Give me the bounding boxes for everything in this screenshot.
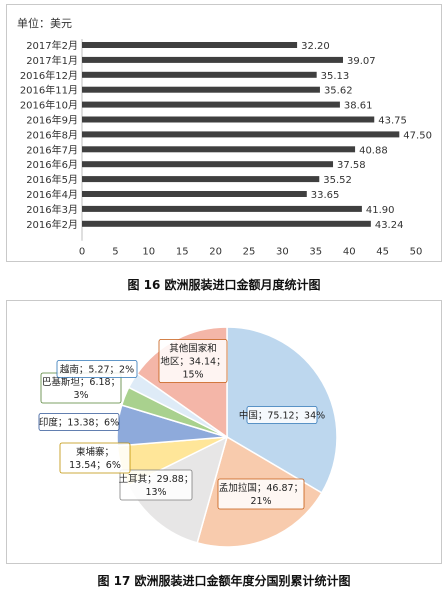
category-label: 2016年6月 [26, 158, 78, 171]
slice-label: 孟加拉国；46.87； 21% [217, 478, 305, 510]
unit-label: 单位：美元 [17, 16, 72, 30]
slice-label-text: 其他国家和地区；34.14； 15% [160, 343, 225, 381]
category-label: 2016年4月 [26, 188, 78, 201]
slice-label-text: 巴基斯坦；6.18； 3% [42, 376, 120, 401]
value-label: 35.13 [321, 71, 350, 82]
bar [82, 131, 400, 138]
x-tick-label: 50 [410, 247, 423, 258]
slice-label: 巴基斯坦；6.18； 3% [40, 372, 122, 404]
category-label: 2016年2月 [26, 218, 78, 231]
slice-label-box [246, 406, 318, 424]
x-tick-label: 40 [343, 247, 356, 258]
category-label: 2016年10月 [20, 99, 78, 112]
x-tick-label: 5 [112, 247, 118, 258]
value-label: 43.75 [378, 116, 407, 127]
slice-label-text: 中国；75.12；34% [239, 410, 325, 422]
bar [82, 176, 320, 183]
value-label: 38.61 [344, 101, 373, 112]
slice-label-box [38, 413, 120, 431]
category-label: 2016年5月 [26, 173, 78, 186]
bar [82, 161, 334, 168]
bar [82, 191, 307, 197]
category-label: 2016年11月 [20, 84, 78, 97]
value-label: 37.58 [337, 160, 366, 171]
x-tick-label: 30 [276, 247, 289, 258]
slice-label: 印度；13.38；6% [38, 413, 120, 431]
slice-label-box [217, 478, 305, 510]
value-label: 43.24 [375, 220, 404, 231]
category-label: 2017年2月 [26, 39, 78, 52]
slice-label: 越南；5.27；2% [56, 360, 138, 378]
category-label: 2016年3月 [26, 203, 78, 216]
x-tick-label: 20 [209, 247, 222, 258]
category-label: 2016年12月 [20, 69, 78, 82]
category-label: 2016年9月 [26, 114, 78, 127]
bar [82, 86, 320, 93]
value-label: 32.20 [301, 41, 330, 52]
slice-label-box [119, 469, 193, 501]
pie-chart-caption: 图 17 欧洲服装进口金额年度分国别累计统计图 [97, 574, 351, 588]
bar [82, 220, 371, 227]
slice-label: 中国；75.12；34% [239, 406, 325, 424]
slice-label: 其他国家和地区；34.14； 15% [158, 339, 228, 383]
bar [82, 146, 356, 153]
value-label: 40.88 [359, 145, 388, 156]
x-tick-label: 15 [176, 247, 189, 258]
slice-label: 土耳其；29.88； 13% [119, 469, 194, 501]
monthly-bar-chart: 单位：美元 2017年2月 32.20 2017年1月 39.07 2016年12月 35.… [17, 16, 432, 258]
slice-label-box [56, 360, 138, 378]
x-tick-label: 35 [309, 247, 322, 258]
country-pie-chart: 中国；75.12；34% 孟加拉国；46.87； 21% 土耳其；29.88； 13%柬… [38, 326, 338, 548]
slice-label-text: 印度；13.38；6% [39, 417, 119, 429]
value-label: 47.50 [403, 130, 432, 141]
x-tick-label: 10 [142, 247, 155, 258]
bar [82, 71, 317, 78]
bar [82, 101, 340, 108]
value-label: 41.90 [366, 205, 395, 216]
slice-label-text: 越南；5.27；2% [60, 364, 134, 376]
monthly-bar-chart-panel: 单位：美元 2017年2月 32.20 2017年1月 39.07 2016年12月 35.… [6, 4, 442, 262]
slice-label-text: 孟加拉国；46.87； 21% [219, 482, 303, 507]
country-pie-chart-panel: 中国；75.12；34% 孟加拉国；46.87； 21% 土耳其；29.88； 13% 柬… [6, 300, 442, 564]
bar [82, 56, 343, 63]
value-label: 35.52 [323, 175, 352, 186]
bar [82, 116, 375, 123]
x-tick-label: 0 [79, 247, 85, 258]
slice-label-text: 柬埔寨； 13.54；6% [69, 446, 121, 471]
bar-chart-caption: 图 16 欧洲服装进口金额月度统计图 [127, 278, 321, 292]
bar [82, 42, 298, 48]
value-label: 33.65 [311, 190, 340, 201]
category-label: 2017年1月 [26, 54, 78, 67]
slice-label: 柬埔寨； 13.54；6% [59, 442, 131, 474]
slice-label-box [59, 442, 131, 474]
value-label: 39.07 [347, 56, 376, 67]
x-tick-label: 45 [376, 247, 389, 258]
category-label: 2016年8月 [26, 128, 78, 141]
x-tick-label: 25 [243, 247, 256, 258]
bar [82, 205, 362, 212]
slice-label-box [158, 339, 228, 383]
slice-label-text: 土耳其；29.88； 13% [119, 473, 194, 498]
category-label: 2016年7月 [26, 143, 78, 156]
value-label: 35.62 [324, 86, 353, 97]
